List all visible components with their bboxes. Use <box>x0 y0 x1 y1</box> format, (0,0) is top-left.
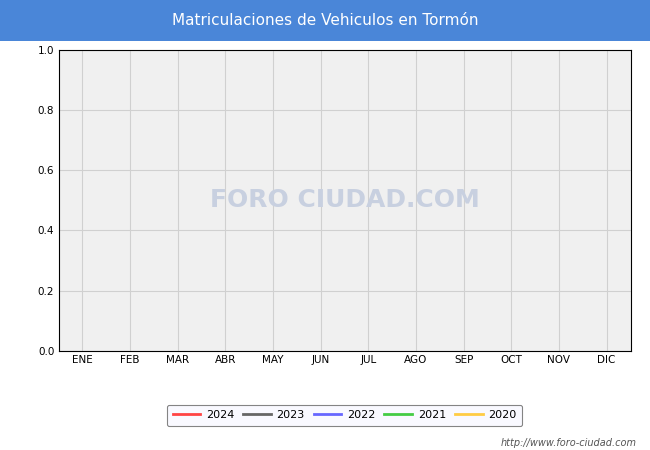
Legend: 2024, 2023, 2022, 2021, 2020: 2024, 2023, 2022, 2021, 2020 <box>167 405 522 426</box>
Text: Matriculaciones de Vehiculos en Tormón: Matriculaciones de Vehiculos en Tormón <box>172 13 478 28</box>
Text: FORO CIUDAD.COM: FORO CIUDAD.COM <box>209 188 480 212</box>
Text: http://www.foro-ciudad.com: http://www.foro-ciudad.com <box>501 438 637 448</box>
